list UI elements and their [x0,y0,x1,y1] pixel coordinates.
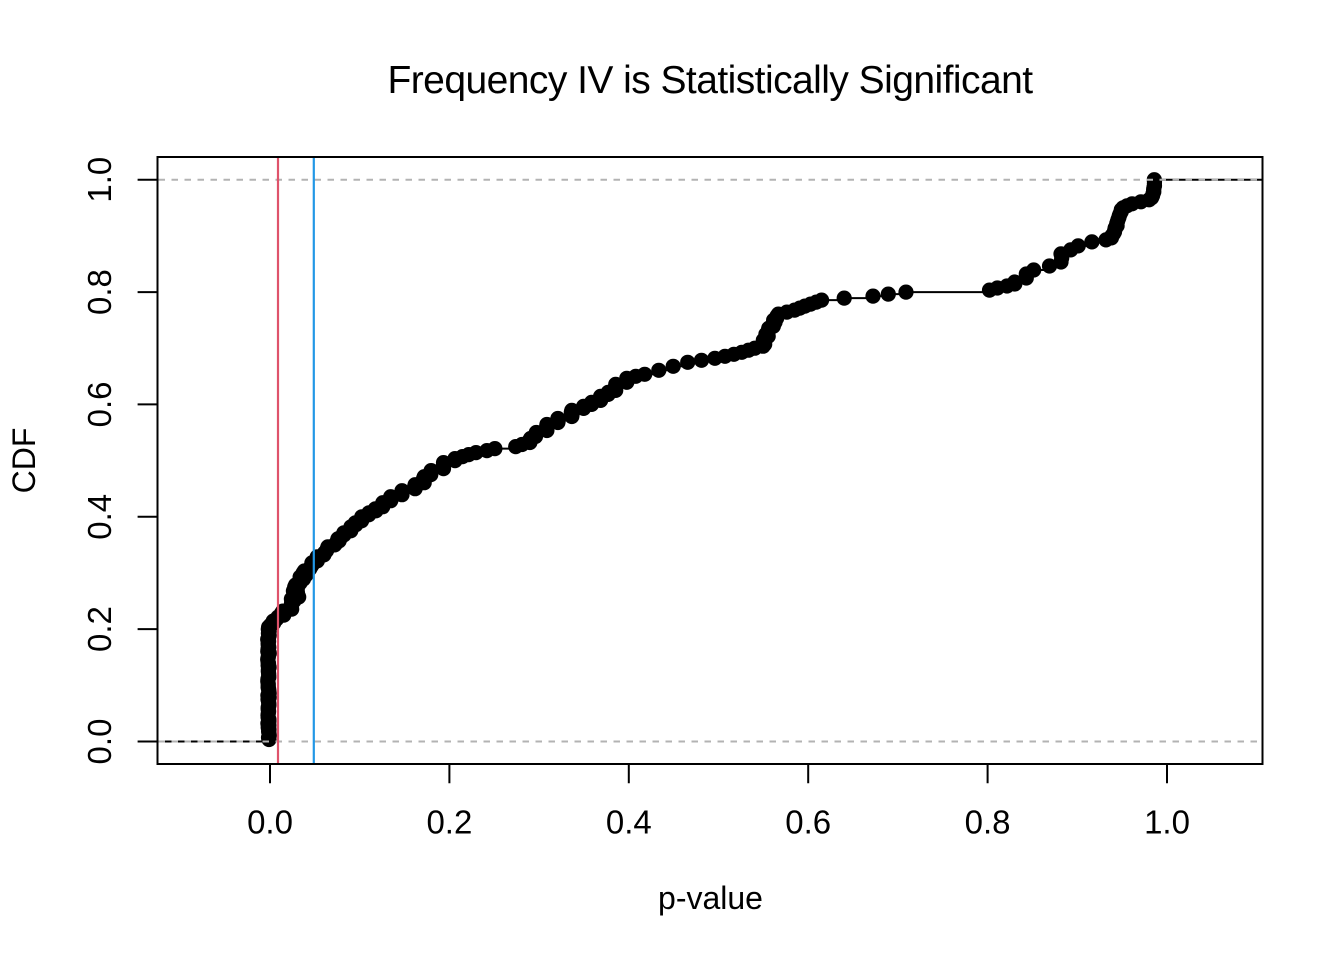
svg-text:0.0: 0.0 [247,804,293,841]
svg-text:0.2: 0.2 [81,606,118,652]
svg-text:0.6: 0.6 [81,381,118,427]
svg-text:1.0: 1.0 [1144,804,1190,841]
svg-text:0.8: 0.8 [965,804,1011,841]
svg-text:0.4: 0.4 [81,494,118,540]
svg-text:p-value: p-value [658,880,763,916]
svg-text:0.2: 0.2 [426,804,472,841]
svg-text:1.0: 1.0 [81,157,118,203]
svg-text:CDF: CDF [6,428,42,494]
svg-text:0.6: 0.6 [785,804,831,841]
svg-text:0.4: 0.4 [606,804,652,841]
svg-text:0.0: 0.0 [81,719,118,765]
svg-text:0.8: 0.8 [81,269,118,315]
svg-text:Frequency IV is Statistically: Frequency IV is Statistically Significan… [387,59,1033,102]
